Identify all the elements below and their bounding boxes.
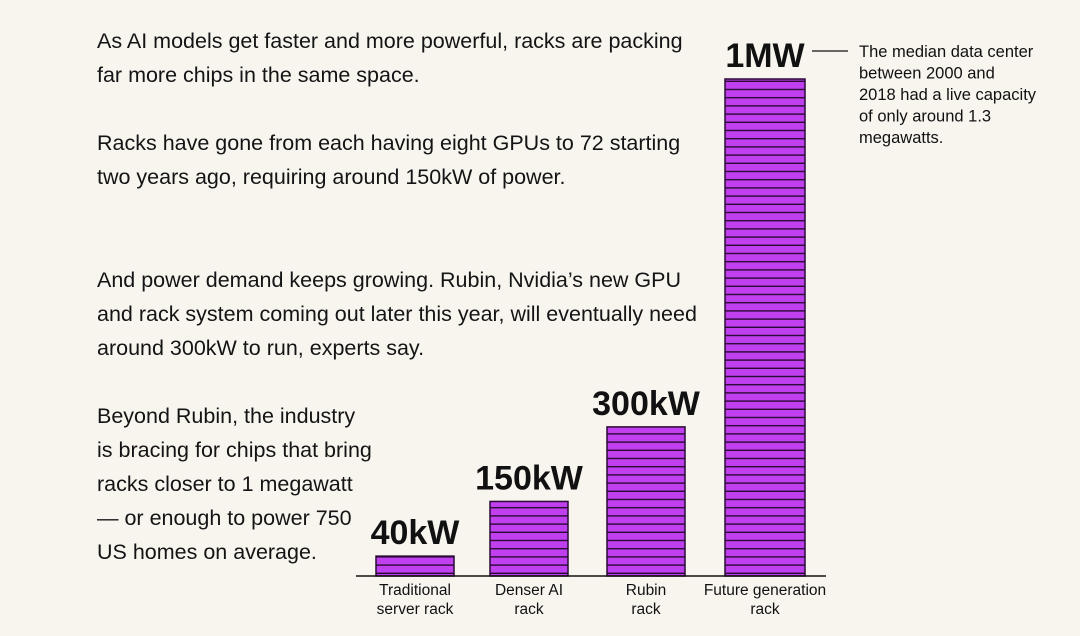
bar-3 [606, 426, 686, 577]
rubin-paragraph: And power demand keeps growing. Rubin, N… [97, 268, 697, 360]
bar-value-label-3: 300kW [592, 385, 701, 423]
category-label-2: Denser AI rack [495, 582, 563, 618]
gpu-count-paragraph: Racks have gone from each having eight G… [97, 131, 681, 189]
category-label-1: Traditional server rack [377, 582, 454, 618]
bar-2 [489, 500, 569, 577]
intro-paragraph: As AI models get faster and more powerfu… [97, 29, 683, 87]
category-label-3: Rubin rack [626, 582, 667, 618]
bar-4 [724, 78, 806, 577]
category-label-4: Future generation rack [704, 582, 826, 618]
bar-1 [375, 555, 455, 577]
bar-value-label-1: 40kW [371, 514, 461, 552]
bar-value-label-4: 1MW [725, 37, 805, 75]
median-data-center-note: The median data center between 2000 and 20… [859, 43, 1037, 147]
bar-value-label-2: 150kW [475, 459, 584, 497]
megawatt-paragraph: Beyond Rubin, the industry is bracing fo… [97, 404, 372, 564]
